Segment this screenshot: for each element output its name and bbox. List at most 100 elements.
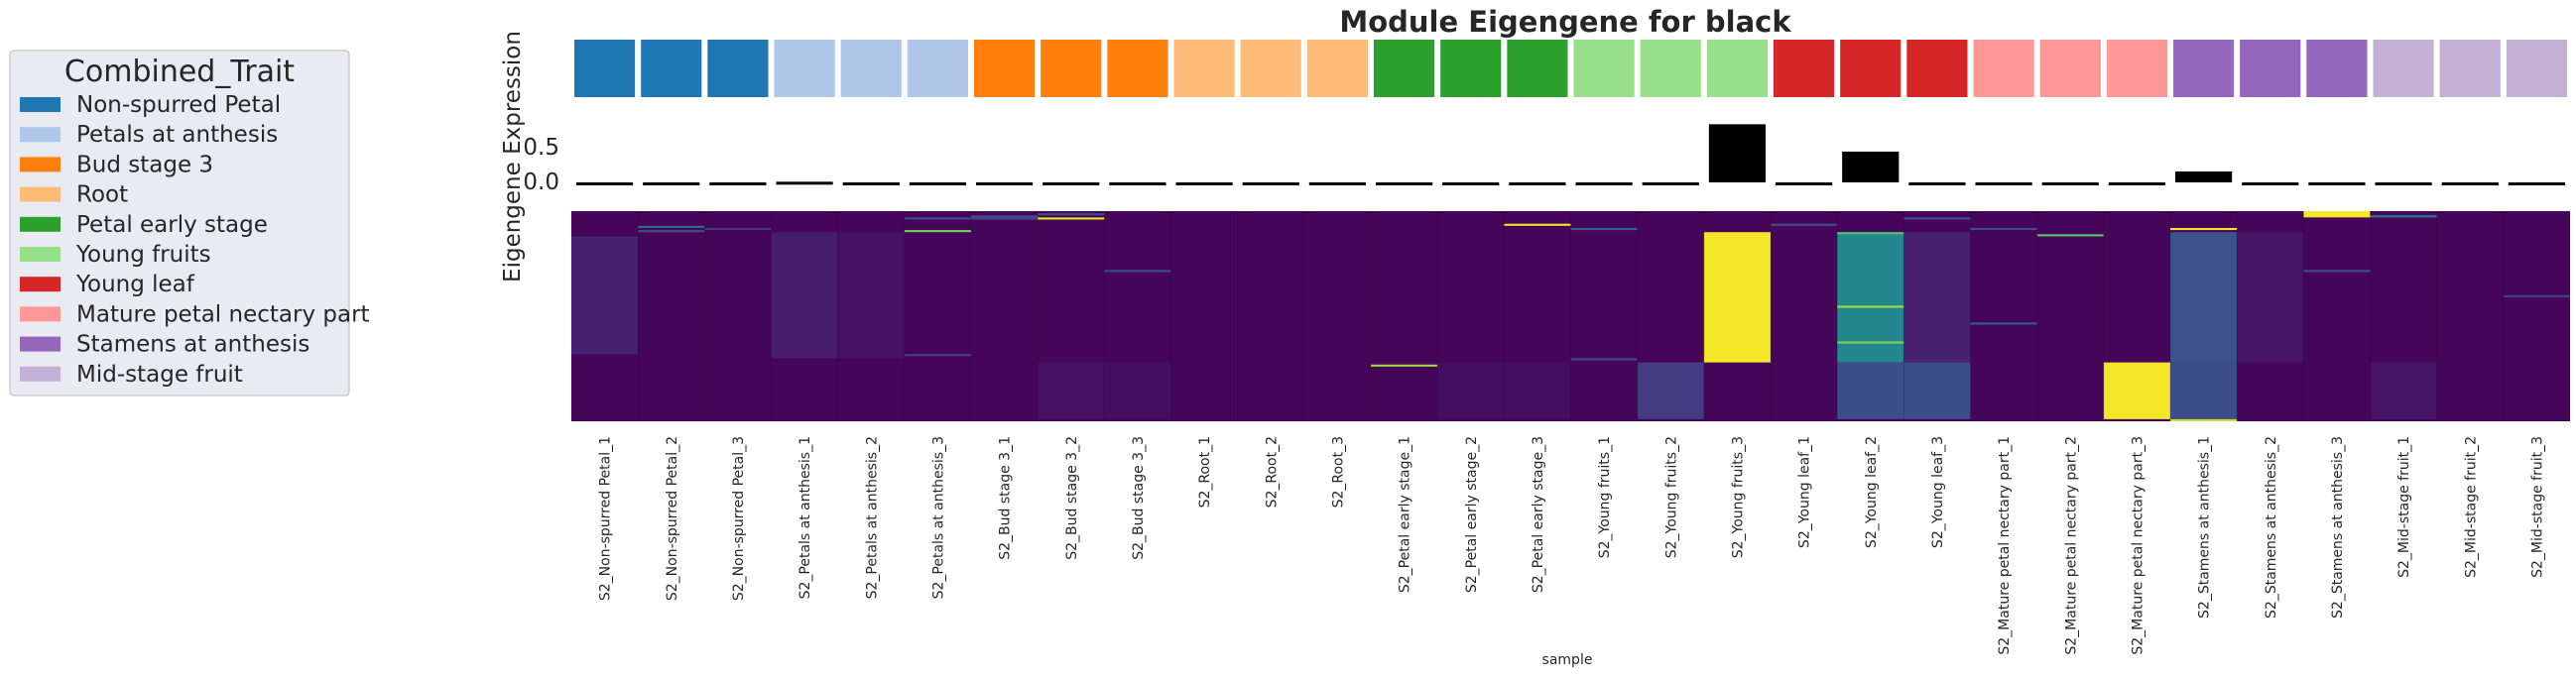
heatmap: [571, 211, 2570, 421]
eigengene-bar: [2108, 182, 2165, 185]
eigengene-bar: [1975, 182, 2032, 185]
group-color-cell: [2240, 40, 2301, 97]
heatmap-block: [2370, 362, 2437, 419]
eigengene-bar: [1308, 182, 1366, 185]
y-tick-label-0-5: 0.5: [523, 135, 559, 161]
heatmap-gene-line: [1970, 227, 2037, 231]
x-tick-label: S2_Petal early stage_1: [1398, 436, 1413, 593]
eigengene-bar: [1242, 182, 1299, 185]
group-color-cell: [2373, 40, 2434, 97]
group-color-cell: [2506, 40, 2567, 97]
legend-label-bud-stage-3: Bud stage 3: [76, 152, 213, 177]
x-axis-label: sample: [1542, 652, 1593, 668]
group-color-cell: [707, 40, 769, 97]
heatmap-block: [771, 232, 838, 359]
heatmap-block: [571, 236, 639, 355]
x-tick-label: S2_Bud stage 3_1: [998, 436, 1014, 560]
eigengene-bar: [2308, 182, 2366, 185]
legend: Combined_Trait Non-spurred Petal Petals a…: [9, 50, 370, 396]
group-color-cell: [1973, 40, 2034, 97]
legend-label-mature-petal-nectary-part: Mature petal nectary part: [76, 301, 370, 327]
x-tick-label: S2_Young fruits_2: [1663, 436, 1679, 558]
legend-label-petal-early-stage: Petal early stage: [76, 212, 268, 238]
x-tick-label: S2_Petals at anthesis_1: [797, 436, 813, 599]
eigengene-bar: [2441, 182, 2499, 185]
eigengene-bar: [1175, 182, 1233, 185]
heatmap-gene-line: [638, 230, 705, 233]
eigengene-bar: [2041, 182, 2099, 185]
group-color-cell: [2106, 40, 2167, 97]
eigengene-bar: [1642, 182, 1699, 185]
x-tick-label: S2_Mid-stage fruit_3: [2529, 436, 2545, 578]
eigengene-bar: [2175, 170, 2233, 182]
legend-entries: Non-spurred Petal Petals at anthesis Bud s…: [20, 92, 370, 388]
x-tick-label: S2_Non-spurred Petal_1: [598, 436, 614, 601]
legend-label-non-spurred-petal: Non-spurred Petal: [76, 92, 281, 118]
heatmap-gene-line: [1970, 322, 2037, 325]
eigengene-bar: [976, 182, 1034, 185]
group-color-cell: [2173, 40, 2235, 97]
eigengene-bar: [709, 182, 767, 185]
eigengene-bar: [576, 182, 634, 185]
heatmap-block: [1504, 362, 1571, 419]
x-tick-label: S2_Mature petal nectary part_2: [2063, 436, 2079, 655]
legend-label-mid-stage-fruit: Mid-stage fruit: [76, 362, 243, 388]
heatmap-block: [1837, 232, 1904, 363]
group-color-cell: [1507, 40, 1568, 97]
x-tick-label: S2_Root_2: [1264, 436, 1280, 508]
heatmap-gene-line: [1104, 270, 1171, 273]
legend-swatch-petal-early-stage: [20, 216, 61, 232]
heatmap-block: [837, 232, 905, 359]
group-color-cell: [774, 40, 835, 97]
eigengene-bar: [1043, 182, 1100, 185]
legend-swatch-mid-stage-fruit: [20, 366, 61, 382]
heatmap-block: [1104, 362, 1171, 419]
x-tick-label: S2_Root_1: [1197, 436, 1213, 508]
legend-label-young-leaf: Young leaf: [75, 272, 195, 297]
eigengene-bar: [1509, 182, 1566, 185]
group-color-cell: [641, 40, 702, 97]
x-tick-label: S2_Mid-stage fruit_1: [2396, 436, 2412, 578]
eigengene-bar: [643, 182, 700, 185]
group-color-cell: [1774, 40, 1835, 97]
heatmap-block: [1437, 362, 1505, 419]
heatmap-gene-line: [1837, 341, 1904, 344]
heatmap-block: [1637, 362, 1704, 419]
legend-label-petals-at-anthesis: Petals at anthesis: [76, 122, 278, 148]
heatmap-gene-line: [704, 227, 772, 231]
x-tick-label: S2_Young leaf_1: [1797, 436, 1813, 548]
heatmap-block: [1903, 362, 1971, 419]
group-color-cell: [1107, 40, 1168, 97]
eigengene-bar: [2375, 182, 2432, 185]
legend-title: Combined_Trait: [64, 55, 295, 89]
group-color-cell: [907, 40, 968, 97]
group-color-cell: [974, 40, 1036, 97]
heatmap-gene-line: [1570, 227, 1638, 231]
x-tick-label: S2_Non-spurred Petal_3: [731, 436, 747, 601]
heatmap-gene-line: [2370, 215, 2437, 218]
legend-swatch-young-fruits: [20, 247, 61, 262]
heatmap-block: [1837, 362, 1904, 419]
heatmap-gene-line: [2303, 270, 2371, 273]
heatmap-gene-line: [1371, 364, 1438, 367]
heatmap-gene-line: [638, 225, 705, 228]
group-color-cell: [1306, 40, 1368, 97]
x-tick-label: S2_Petal early stage_3: [1531, 436, 1546, 593]
heatmap-block: [1703, 232, 1771, 363]
eigengene-bar: [1442, 182, 1500, 185]
group-color-cell: [1840, 40, 1901, 97]
group-color-cell: [1906, 40, 1968, 97]
group-color-cell: [2439, 40, 2501, 97]
heatmap-gene-line: [971, 215, 1039, 218]
legend-swatch-root: [20, 186, 61, 202]
heatmap-block: [2103, 362, 2170, 419]
x-tick-label: S2_Stamens at anthesis_1: [2197, 436, 2213, 619]
x-tick-label: S2_Mid-stage fruit_2: [2463, 436, 2479, 578]
legend-swatch-young-leaf: [20, 277, 61, 292]
heatmap-gene-line: [1903, 217, 1971, 220]
x-tick-label: S2_Stamens at anthesis_2: [2264, 436, 2279, 619]
chart-title: Module Eigengene for black: [1339, 5, 1791, 39]
heatmap-gene-line: [904, 354, 971, 357]
eigengene-bar: [1109, 182, 1166, 185]
